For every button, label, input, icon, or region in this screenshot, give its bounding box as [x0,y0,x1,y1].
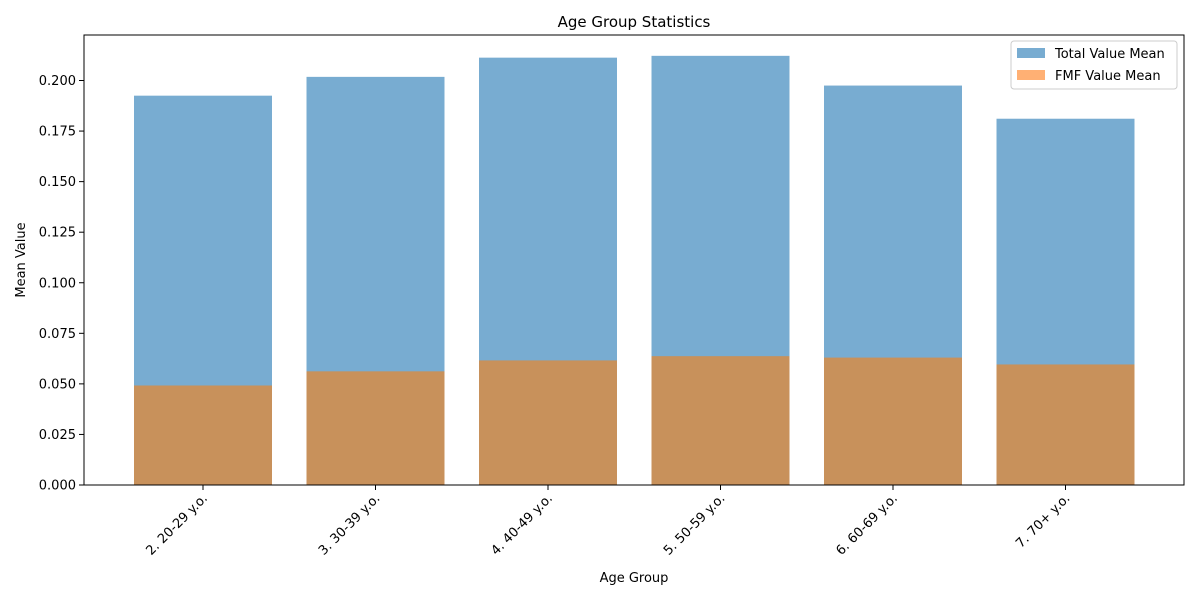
y-tick-label: 0.150 [39,175,76,190]
chart-title: Age Group Statistics [558,13,711,31]
bar-fmf-value-mean [996,364,1135,485]
bar-fmf-value-mean [651,356,790,485]
y-tick-label: 0.175 [39,125,76,140]
legend-swatch [1017,48,1045,58]
y-tick-label: 0.100 [39,276,76,291]
x-tick-label: 4. 40-49 y.o. [488,491,555,558]
legend-label: Total Value Mean [1054,47,1165,62]
x-axis: 2. 20-29 y.o. 3. 30-39 y.o. 4. 40-49 y.o. 5… [143,485,1073,559]
x-tick-label: 3. 30-39 y.o. [316,491,383,558]
y-axis: 0.000 0.025 0.050 0.075 0.100 0.125 0.150 0.175… [39,74,84,494]
y-tick-label: 0.050 [39,377,76,392]
x-tick-label: 5. 50-59 y.o. [661,491,728,558]
legend-label: FMF Value Mean [1055,69,1161,84]
x-axis-title: Age Group [600,571,669,586]
legend-swatch [1017,70,1045,80]
legend-box [1010,40,1178,90]
y-tick-label: 0.125 [39,226,76,241]
legend: Total Value Mean FMF Value Mean [1010,40,1178,90]
bars-group [134,55,1135,486]
y-tick-label: 0.200 [39,74,76,89]
y-tick-label: 0.075 [39,327,76,342]
y-tick-label: 0.025 [39,428,76,443]
y-tick-label: 0.000 [39,479,76,494]
bar-fmf-value-mean [824,357,962,485]
plot-frame [83,34,1185,486]
bar-fmf-value-mean [134,385,272,485]
x-tick-label: 7. 70+ y.o. [1013,491,1073,551]
x-tick-label: 6. 60-69 y.o. [833,491,900,558]
bar-fmf-value-mean [479,360,617,485]
bar-fmf-value-mean [306,371,445,485]
x-tick-label: 2. 20-29 y.o. [143,491,210,558]
y-axis-title: Mean Value [14,222,29,297]
